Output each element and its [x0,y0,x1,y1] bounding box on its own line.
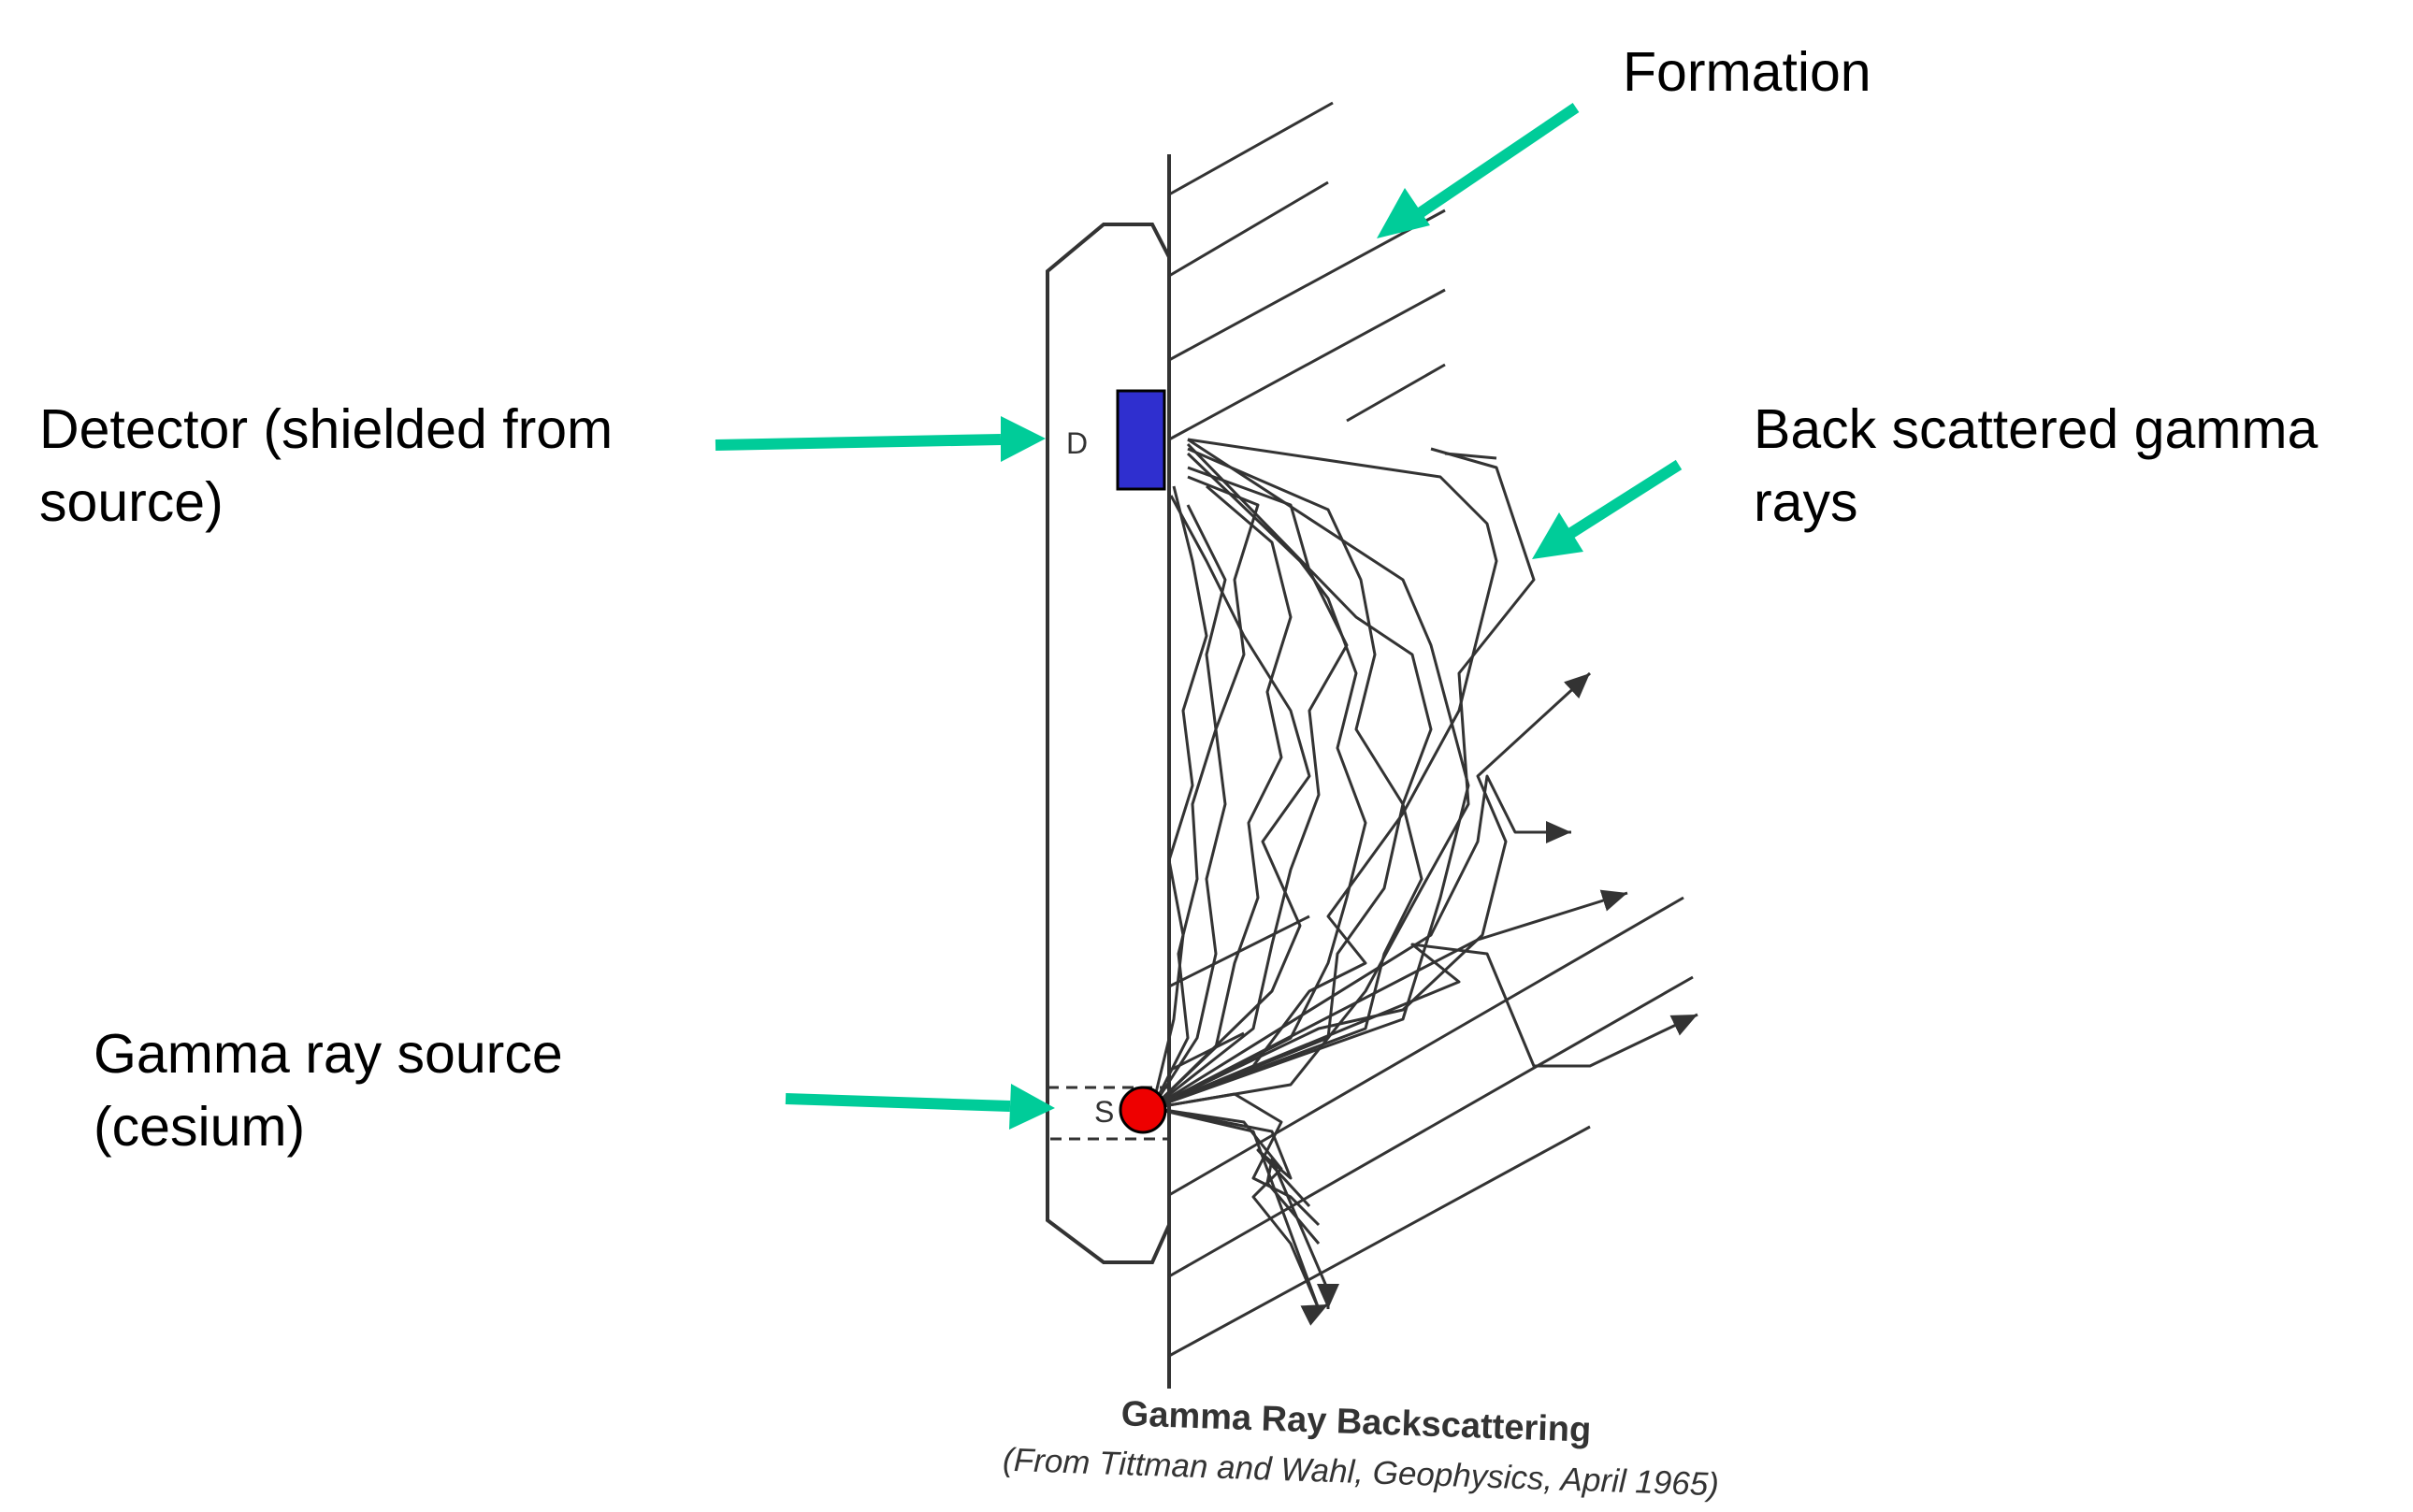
gamma-source-dot [1119,1086,1167,1134]
detector-block [1116,389,1166,491]
detector-letter: D [1066,426,1088,460]
backscatter-label-line2: rays [1754,471,1858,533]
backscatter-label-line1: Back scattered gamma [1754,398,2319,460]
formation-hatching [1168,101,1694,1358]
backscatter-arrow [1532,459,1683,559]
source-label-line2: (cesium) [94,1096,306,1158]
logging-tool-body [1046,223,1171,1264]
detector-label-line2: source) [39,471,224,533]
source-letter: S [1094,1095,1114,1129]
formation-label: Formation [1623,41,1871,103]
gamma-ray-dash [1444,452,1497,460]
gamma-ray-paths [1150,438,1698,1326]
source-arrow [785,1084,1055,1130]
formation-arrow [1377,103,1580,238]
detector-label-line1: Detector (shielded from [39,398,614,460]
annotation-arrows [715,103,1683,1130]
detector-arrow [715,416,1046,462]
source-label-line1: Gamma ray source [94,1023,563,1085]
source-housing [1046,1086,1171,1141]
